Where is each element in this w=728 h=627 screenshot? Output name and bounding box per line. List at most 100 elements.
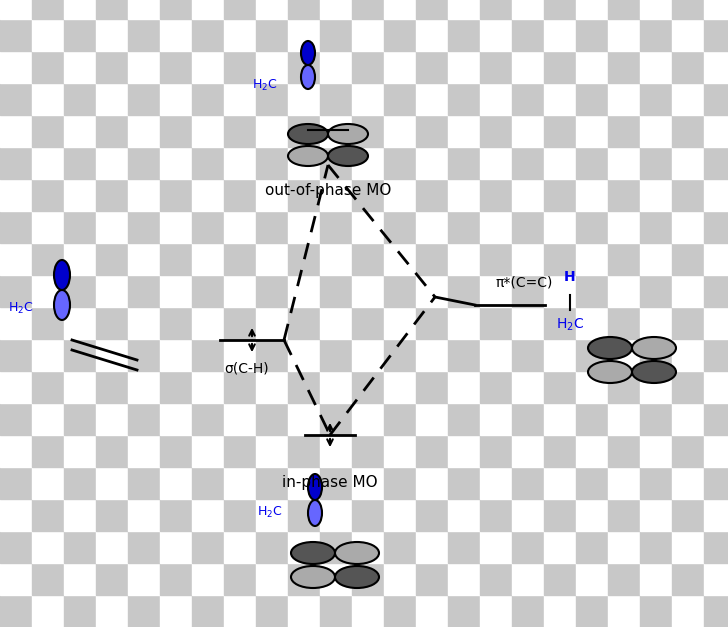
Bar xyxy=(384,83,416,115)
Bar xyxy=(416,211,448,243)
Bar xyxy=(64,0,96,19)
Bar xyxy=(0,211,32,243)
Text: π*(C=C): π*(C=C) xyxy=(495,276,553,290)
Bar xyxy=(128,499,160,531)
Bar xyxy=(480,179,512,211)
Bar xyxy=(704,275,728,307)
Bar xyxy=(0,115,32,147)
Bar xyxy=(288,435,320,467)
Bar xyxy=(256,51,288,83)
Bar xyxy=(320,51,352,83)
Bar xyxy=(224,19,256,51)
Bar xyxy=(96,371,128,403)
Bar xyxy=(608,275,640,307)
Bar xyxy=(640,403,672,435)
Bar xyxy=(608,339,640,371)
Bar xyxy=(544,243,576,275)
Bar xyxy=(128,179,160,211)
Bar xyxy=(192,0,224,19)
Bar xyxy=(256,83,288,115)
Ellipse shape xyxy=(328,146,368,166)
Bar xyxy=(288,0,320,19)
Bar xyxy=(416,403,448,435)
Bar xyxy=(64,499,96,531)
Bar xyxy=(384,499,416,531)
Bar xyxy=(320,531,352,563)
Bar xyxy=(320,403,352,435)
Bar xyxy=(352,115,384,147)
Bar xyxy=(192,51,224,83)
Bar xyxy=(704,595,728,627)
Bar xyxy=(256,307,288,339)
Bar xyxy=(480,19,512,51)
Bar xyxy=(480,435,512,467)
Bar xyxy=(416,371,448,403)
Bar xyxy=(352,339,384,371)
Bar xyxy=(0,243,32,275)
Bar xyxy=(448,275,480,307)
Bar xyxy=(32,467,64,499)
Bar xyxy=(32,211,64,243)
Bar xyxy=(32,147,64,179)
Bar xyxy=(576,83,608,115)
Bar xyxy=(96,403,128,435)
Bar xyxy=(0,467,32,499)
Bar xyxy=(192,339,224,371)
Bar xyxy=(416,0,448,19)
Bar xyxy=(640,531,672,563)
Bar xyxy=(192,403,224,435)
Bar xyxy=(352,0,384,19)
Bar xyxy=(64,19,96,51)
Bar xyxy=(608,19,640,51)
Bar xyxy=(32,371,64,403)
Bar xyxy=(384,115,416,147)
Bar xyxy=(672,339,704,371)
Bar xyxy=(0,83,32,115)
Bar xyxy=(64,563,96,595)
Bar xyxy=(256,0,288,19)
Bar xyxy=(544,531,576,563)
Bar xyxy=(160,243,192,275)
Bar xyxy=(128,435,160,467)
Bar xyxy=(0,179,32,211)
Bar xyxy=(192,19,224,51)
Bar xyxy=(704,211,728,243)
Bar xyxy=(288,211,320,243)
Bar xyxy=(416,307,448,339)
Ellipse shape xyxy=(291,566,335,588)
Bar xyxy=(64,307,96,339)
Bar xyxy=(192,371,224,403)
Bar xyxy=(128,0,160,19)
Bar xyxy=(224,243,256,275)
Text: H$_2$C: H$_2$C xyxy=(556,317,584,333)
Bar xyxy=(160,371,192,403)
Bar xyxy=(160,0,192,19)
Bar xyxy=(448,499,480,531)
Bar xyxy=(672,147,704,179)
Bar xyxy=(192,595,224,627)
Ellipse shape xyxy=(588,337,632,359)
Bar xyxy=(320,595,352,627)
Bar xyxy=(224,435,256,467)
Bar xyxy=(672,179,704,211)
Bar xyxy=(512,435,544,467)
Bar xyxy=(32,339,64,371)
Bar xyxy=(224,467,256,499)
Bar xyxy=(704,115,728,147)
Bar xyxy=(416,19,448,51)
Bar xyxy=(256,563,288,595)
Bar xyxy=(384,307,416,339)
Bar xyxy=(480,563,512,595)
Bar xyxy=(512,147,544,179)
Bar xyxy=(0,147,32,179)
Bar xyxy=(480,147,512,179)
Bar xyxy=(32,531,64,563)
Ellipse shape xyxy=(335,566,379,588)
Bar xyxy=(320,467,352,499)
Bar xyxy=(416,499,448,531)
Bar xyxy=(672,0,704,19)
Bar xyxy=(32,243,64,275)
Bar xyxy=(320,211,352,243)
Bar xyxy=(192,435,224,467)
Bar xyxy=(256,339,288,371)
